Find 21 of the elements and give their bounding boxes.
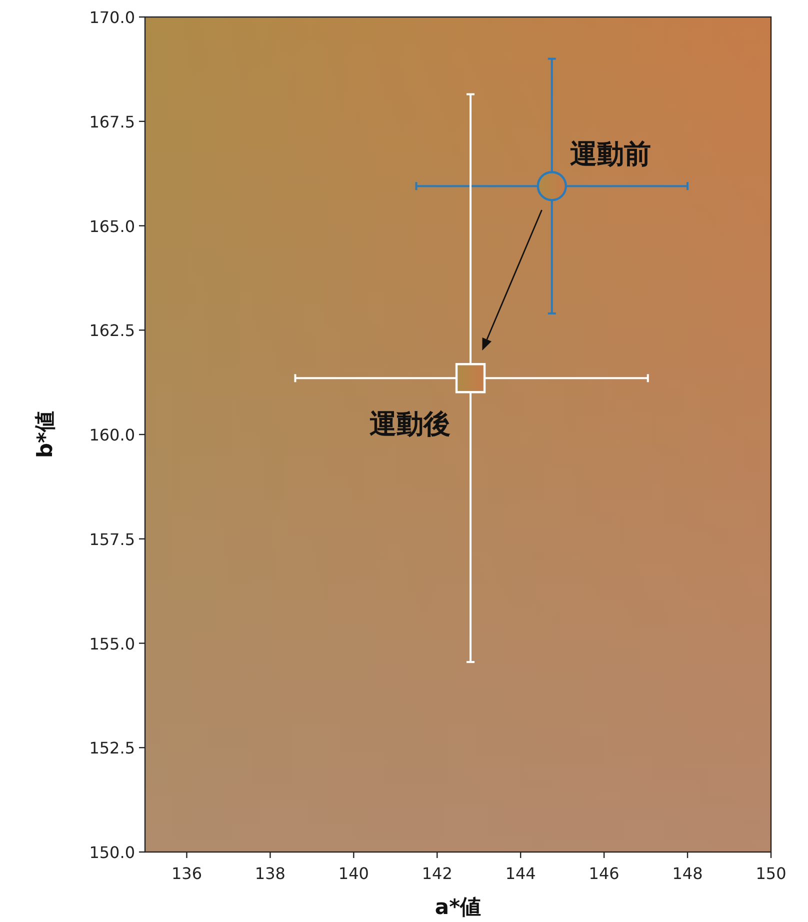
x-tick-label: 140: [338, 864, 369, 883]
x-tick-label: 150: [756, 864, 786, 883]
y-tick-label: 150.0: [89, 843, 135, 862]
x-tick-label: 138: [254, 864, 286, 883]
y-tick-label: 170.0: [89, 8, 135, 27]
y-tick-label: 157.5: [89, 530, 135, 549]
x-tick-label: 148: [672, 864, 703, 883]
y-tick-label: 155.0: [89, 634, 135, 654]
y-tick-label: 152.5: [89, 738, 135, 758]
x-tick-label: 136: [171, 864, 202, 883]
y-tick-label: 162.5: [89, 321, 135, 340]
y-tick-label: 160.0: [89, 426, 135, 444]
y-axis-title: b*値: [33, 410, 57, 458]
series-label: 運動後: [370, 409, 451, 440]
x-tick-label: 144: [505, 864, 536, 883]
x-tick-label: 142: [422, 864, 452, 883]
y-tick-label: 167.5: [89, 112, 135, 132]
x-tick-label: 146: [588, 864, 620, 883]
y-tick-label: 165.0: [89, 216, 135, 236]
x-axis-title: a*値: [434, 895, 482, 919]
series-label: 運動前: [570, 139, 651, 170]
